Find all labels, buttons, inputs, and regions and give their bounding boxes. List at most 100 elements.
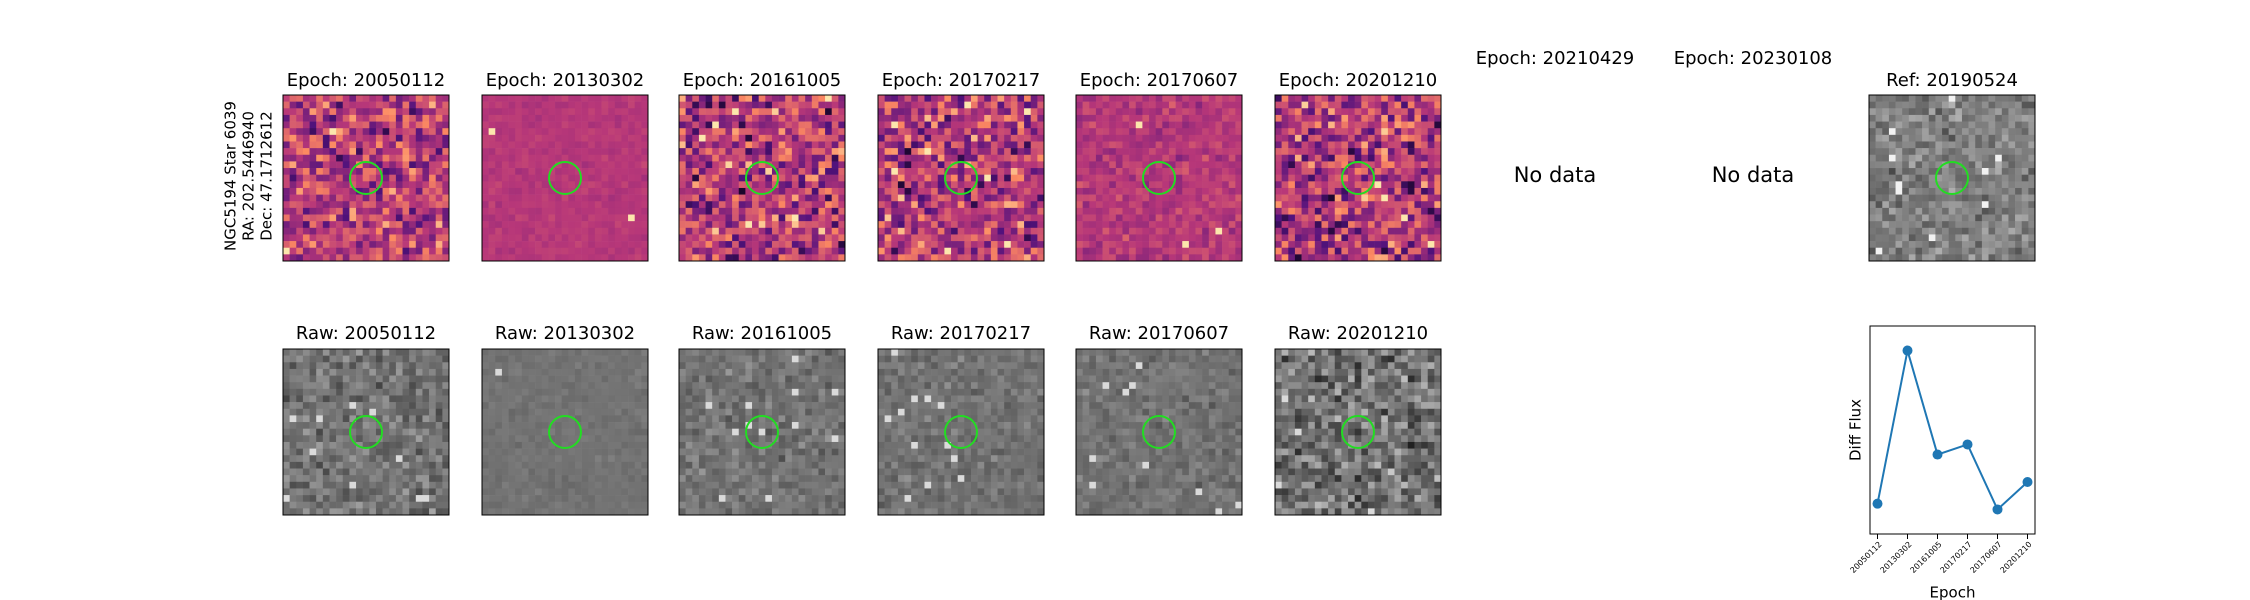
pixel	[429, 402, 437, 410]
pixel	[329, 221, 337, 229]
pixel	[1202, 227, 1210, 235]
pixel	[409, 495, 417, 503]
pixel	[1427, 194, 1435, 202]
pixel	[692, 101, 700, 109]
pixel	[771, 168, 779, 175]
pixel	[765, 134, 773, 142]
pixel	[1222, 214, 1230, 222]
pixel	[608, 214, 616, 222]
pixel	[1102, 241, 1110, 249]
pixel	[951, 227, 958, 235]
pixel	[1888, 227, 1896, 235]
pixel	[601, 114, 609, 122]
pixel	[409, 435, 417, 443]
pixel	[878, 187, 885, 195]
pixel	[316, 207, 324, 215]
pixel	[574, 247, 582, 255]
pixel	[608, 207, 616, 215]
pixel	[1875, 128, 1883, 136]
pixel	[1195, 114, 1203, 122]
pixel	[508, 201, 516, 209]
pixel	[771, 214, 779, 222]
pixel	[501, 207, 509, 215]
pixel	[811, 181, 819, 189]
pixel	[541, 187, 549, 195]
pixel	[1407, 95, 1415, 102]
pixel	[302, 247, 310, 255]
pixel	[283, 174, 290, 182]
pixel	[765, 154, 773, 162]
pixel	[322, 214, 330, 222]
pixel	[1988, 114, 1996, 122]
pixel	[937, 114, 945, 122]
pixel	[758, 161, 766, 169]
pixel	[621, 168, 629, 175]
target-circle	[1935, 161, 1969, 195]
pixel	[1942, 141, 1949, 149]
pixel	[1155, 187, 1163, 195]
pixel	[601, 95, 609, 102]
pixel	[621, 108, 629, 116]
pixel	[1175, 254, 1183, 262]
pixel	[1129, 161, 1137, 169]
pixel	[1955, 241, 1963, 249]
pixel	[568, 194, 576, 202]
pixel	[1004, 95, 1012, 102]
pixel	[1948, 181, 1956, 189]
pixel	[508, 247, 516, 255]
pixel	[342, 435, 350, 443]
pixel	[2001, 247, 2009, 255]
pixel	[2028, 161, 2036, 169]
pixel	[1037, 181, 1045, 189]
pixel	[937, 214, 945, 222]
pixel	[1869, 141, 1876, 149]
pixel	[395, 161, 403, 169]
pixel	[1222, 221, 1230, 229]
pixel	[1188, 234, 1196, 242]
pixel	[1162, 121, 1170, 129]
pixel	[283, 154, 290, 162]
pixel	[778, 141, 786, 149]
panel-title: Epoch: 20170217	[882, 70, 1041, 91]
pixel	[1869, 161, 1876, 169]
pixel	[897, 174, 905, 182]
target-circle	[349, 161, 383, 195]
pixel	[501, 234, 509, 242]
pixel	[1301, 214, 1309, 222]
pixel	[442, 207, 450, 215]
pixel	[778, 221, 786, 229]
pixel	[535, 148, 543, 156]
pixel	[628, 114, 636, 122]
pixel	[515, 221, 523, 229]
pixel	[349, 181, 357, 189]
pixel	[515, 161, 523, 169]
pixel	[349, 95, 357, 102]
pixel	[897, 168, 905, 175]
pixel	[1961, 128, 1969, 136]
pixel	[2021, 234, 2029, 242]
pixel	[1414, 128, 1422, 136]
pixel	[1235, 194, 1243, 202]
pixel	[1215, 148, 1223, 156]
pixel	[765, 128, 773, 136]
pixel	[1195, 214, 1203, 222]
pixel	[581, 181, 589, 189]
pixel	[1348, 108, 1355, 116]
pixel	[628, 168, 636, 175]
pixel	[2015, 128, 2023, 136]
pixel	[369, 181, 377, 189]
pixel	[1314, 187, 1322, 195]
pixel	[937, 247, 945, 255]
pixel	[878, 134, 885, 142]
pixel	[1401, 247, 1409, 255]
pixel	[356, 95, 363, 102]
pixel	[990, 101, 998, 109]
pixel	[415, 349, 423, 356]
pixel	[1354, 121, 1362, 129]
pixel	[1208, 141, 1216, 149]
pixel	[528, 187, 536, 195]
pixel	[356, 241, 363, 249]
pixel	[1948, 234, 1956, 242]
pixel	[1149, 141, 1156, 149]
pixel	[1115, 128, 1123, 136]
